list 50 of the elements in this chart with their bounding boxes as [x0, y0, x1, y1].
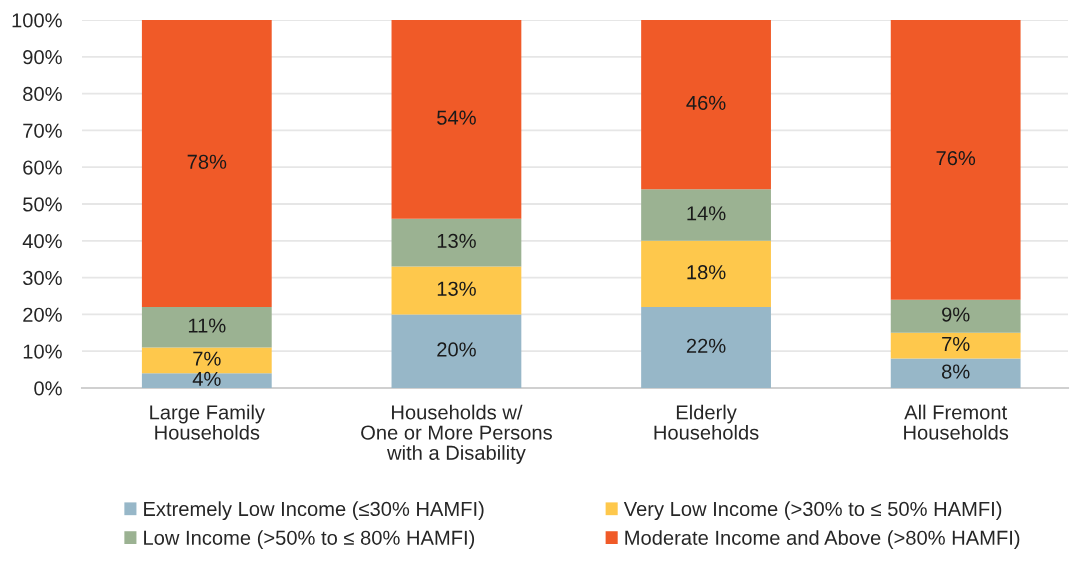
y-tick-label: 10% — [23, 344, 62, 359]
y-tick-label: 70% — [23, 123, 62, 138]
bar — [391, 20, 522, 219]
data-label: 54% — [437, 110, 476, 125]
bar — [141, 307, 272, 348]
data-label: 13% — [437, 233, 476, 249]
data-label: 78% — [187, 154, 227, 169]
legend-label: Low Income (>50% to ≤ 80% HAMFI) — [144, 530, 475, 549]
bar — [641, 307, 771, 388]
legend-label: Moderate Income and Above (>80% HAMFI) — [625, 530, 1020, 549]
bar — [141, 20, 272, 308]
y-tick-label: 0% — [34, 381, 62, 396]
y-tick-label: 30% — [23, 270, 62, 286]
bar — [641, 20, 771, 190]
data-label: 76% — [936, 150, 976, 166]
bar — [641, 189, 771, 241]
bar — [391, 218, 522, 267]
y-tick-label: 40% — [22, 234, 62, 249]
data-label: 46% — [686, 95, 726, 111]
x-tick-label: Elderly Households — [654, 404, 759, 440]
data-label: 22% — [686, 338, 726, 353]
data-label: 14% — [687, 206, 726, 221]
bar — [141, 373, 272, 388]
bar — [890, 20, 1021, 300]
y-tick-label: 50% — [23, 197, 62, 212]
bar — [391, 314, 522, 388]
data-label: 7% — [193, 351, 221, 366]
data-label: 4% — [192, 371, 221, 386]
data-label: 20% — [437, 342, 476, 357]
data-label: 13% — [437, 281, 476, 296]
legend-label: Extremely Low Income (≤30% HAMFI) — [144, 501, 484, 521]
data-label: 9% — [942, 307, 970, 322]
y-tick-label: 60% — [23, 160, 62, 175]
bar — [641, 240, 771, 308]
bar — [391, 266, 522, 315]
y-tick-label: 100% — [12, 13, 62, 28]
bar — [890, 358, 1021, 388]
data-label: 18% — [687, 265, 726, 280]
x-tick-label: Large Family Households — [150, 404, 265, 440]
legend-label: Very Low Income (>30% to ≤ 50% HAMFI) — [623, 501, 1002, 521]
x-tick-label: All Fremont Households — [904, 404, 1009, 440]
bar — [890, 332, 1021, 359]
y-tick-label: 90% — [23, 50, 62, 65]
data-label: 8% — [941, 364, 970, 379]
y-tick-label: 20% — [23, 307, 62, 322]
data-label: 7% — [942, 336, 970, 352]
x-tick-label: Households w/ One or More Persons with a Disability — [361, 404, 552, 464]
data-label: 11% — [188, 318, 226, 333]
bar — [890, 299, 1021, 333]
y-tick-label: 80% — [23, 86, 62, 102]
